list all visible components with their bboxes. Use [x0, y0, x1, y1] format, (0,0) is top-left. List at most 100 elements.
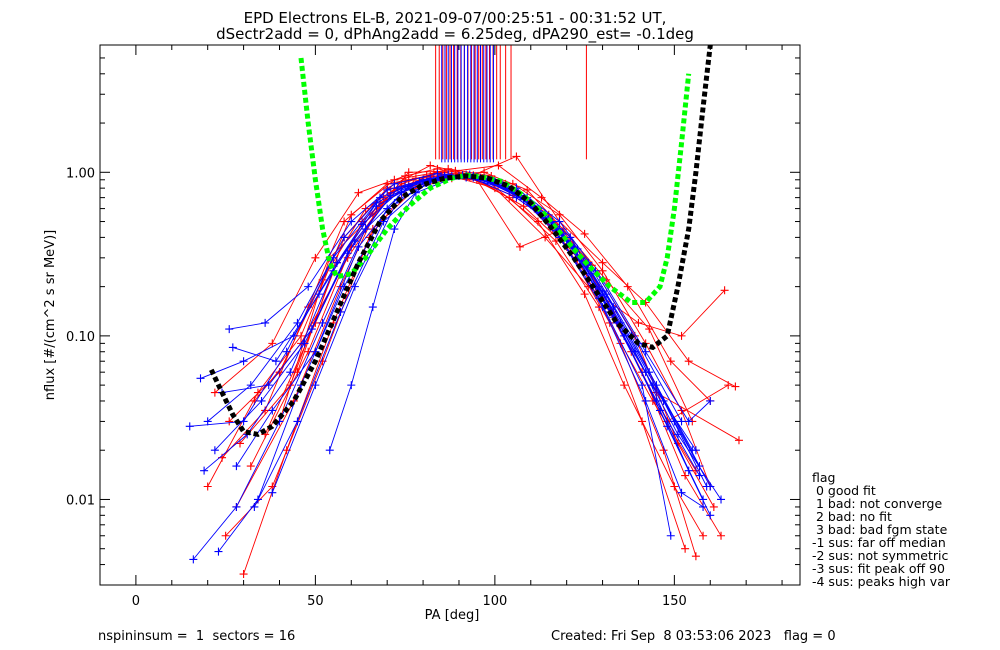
red-data-point: [638, 417, 647, 426]
legend-item: 2 bad: no fit: [812, 509, 892, 524]
blue-data-point: [300, 339, 309, 348]
y-tick-label: 0.10: [66, 330, 95, 345]
blue-data-point: [566, 233, 575, 242]
blue-data-point: [232, 462, 241, 471]
blue-data-point: [706, 482, 715, 491]
blue-series-line: [229, 173, 697, 451]
blue-data-point: [652, 396, 661, 405]
red-data-point: [225, 417, 234, 426]
red-data-point: [580, 290, 589, 299]
red-data-point: [620, 381, 629, 390]
red-data-point: [268, 339, 277, 348]
red-data-point: [516, 242, 524, 251]
blue-data-point: [706, 396, 715, 405]
blue-data-point: [347, 217, 356, 226]
green-fit-curve: [298, 57, 692, 305]
data-layer: [185, 45, 743, 579]
y-tick-label: 1.00: [66, 166, 95, 181]
blue-data-point: [699, 502, 708, 511]
red-data-point: [404, 168, 413, 177]
blue-data-point: [307, 325, 316, 334]
blue-data-point: [318, 318, 327, 327]
red-data-point: [709, 502, 718, 511]
blue-data-point: [196, 374, 205, 383]
blue-data-point: [268, 406, 277, 415]
red-data-point: [286, 381, 295, 390]
blue-data-point: [390, 179, 399, 188]
red-data-point: [731, 382, 740, 391]
red-data-point: [681, 544, 690, 553]
red-data-point: [681, 471, 690, 480]
plot-frame: [99, 44, 801, 586]
red-data-point: [354, 188, 363, 197]
blue-data-point: [239, 357, 248, 366]
blue-data-point: [717, 495, 726, 504]
blue-data-point: [228, 343, 237, 352]
red-series-line: [221, 175, 697, 471]
red-data-point: [598, 258, 607, 267]
chart-title-line2: dSectr2add = 0, dPhAng2add = 6.25deg, dP…: [216, 25, 694, 44]
red-data-point: [645, 325, 654, 334]
plot-area: [185, 45, 743, 579]
red-data-point: [221, 531, 230, 540]
red-data-point: [304, 347, 313, 356]
blue-data-point: [393, 184, 402, 193]
red-data-point: [340, 217, 349, 226]
red-data-point: [297, 331, 306, 340]
red-data-point: [512, 152, 521, 161]
red-data-point: [239, 570, 248, 579]
blue-data-point: [347, 381, 356, 390]
chart-title-line1: EPD Electrons EL-B, 2021-09-07/00:25:51 …: [244, 9, 667, 27]
blue-data-point: [203, 417, 212, 426]
footer-left: nspininsum = 1 sectors = 16: [98, 629, 295, 644]
blue-data-point: [372, 202, 381, 211]
blue-data-point: [311, 381, 320, 390]
blue-data-point: [250, 502, 259, 511]
legend-item: 1 bad: not converge: [812, 496, 942, 511]
blue-data-point: [368, 303, 377, 312]
blue-data-point: [239, 417, 248, 426]
blue-data-point: [340, 233, 349, 242]
blue-data-point: [390, 225, 399, 234]
blue-series-line: [218, 176, 704, 552]
blue-data-point: [677, 488, 686, 497]
blue-data-point: [641, 347, 650, 356]
blue-data-point: [677, 417, 686, 426]
red-data-point: [210, 388, 219, 397]
x-tick-label: 100: [482, 594, 507, 609]
blue-series-line: [232, 174, 708, 487]
blue-data-point: [311, 347, 320, 356]
blue-data-point: [350, 237, 359, 246]
red-data-point: [666, 357, 675, 366]
blue-data-point: [609, 303, 618, 312]
blue-data-point: [555, 217, 564, 226]
red-data-point: [734, 436, 743, 445]
red-data-point: [311, 253, 320, 262]
blue-data-point: [268, 488, 277, 497]
red-data-point: [699, 531, 708, 540]
legend-item: 3 bad: bad fgm state: [812, 522, 948, 537]
blue-data-point: [225, 325, 234, 334]
flag-legend: flag 0 good fit 1 bad: not converge 2 ba…: [812, 470, 951, 589]
red-data-point: [347, 210, 356, 219]
red-data-point: [634, 318, 643, 327]
black-fit-curve: [209, 45, 713, 438]
red-data-point: [203, 482, 212, 491]
red-series-line: [214, 168, 711, 487]
blue-data-point: [354, 242, 363, 251]
blue-data-point: [286, 368, 295, 377]
red-series-line: [236, 175, 686, 549]
blue-data-point: [261, 318, 270, 327]
blue-data-point: [684, 417, 693, 426]
axes: 0 50 100 150 0.01 0.10 1.00: [66, 44, 801, 609]
legend-item: -2 sus: not symmetric: [812, 548, 948, 563]
blue-data-point: [695, 471, 704, 480]
red-data-point: [623, 282, 632, 291]
x-tick-label: 0: [132, 594, 140, 609]
blue-data-point: [271, 357, 280, 366]
red-data-point: [598, 266, 607, 275]
y-tick-label: 0.01: [66, 493, 95, 508]
blue-data-point: [304, 282, 313, 291]
blue-data-point: [257, 396, 266, 405]
